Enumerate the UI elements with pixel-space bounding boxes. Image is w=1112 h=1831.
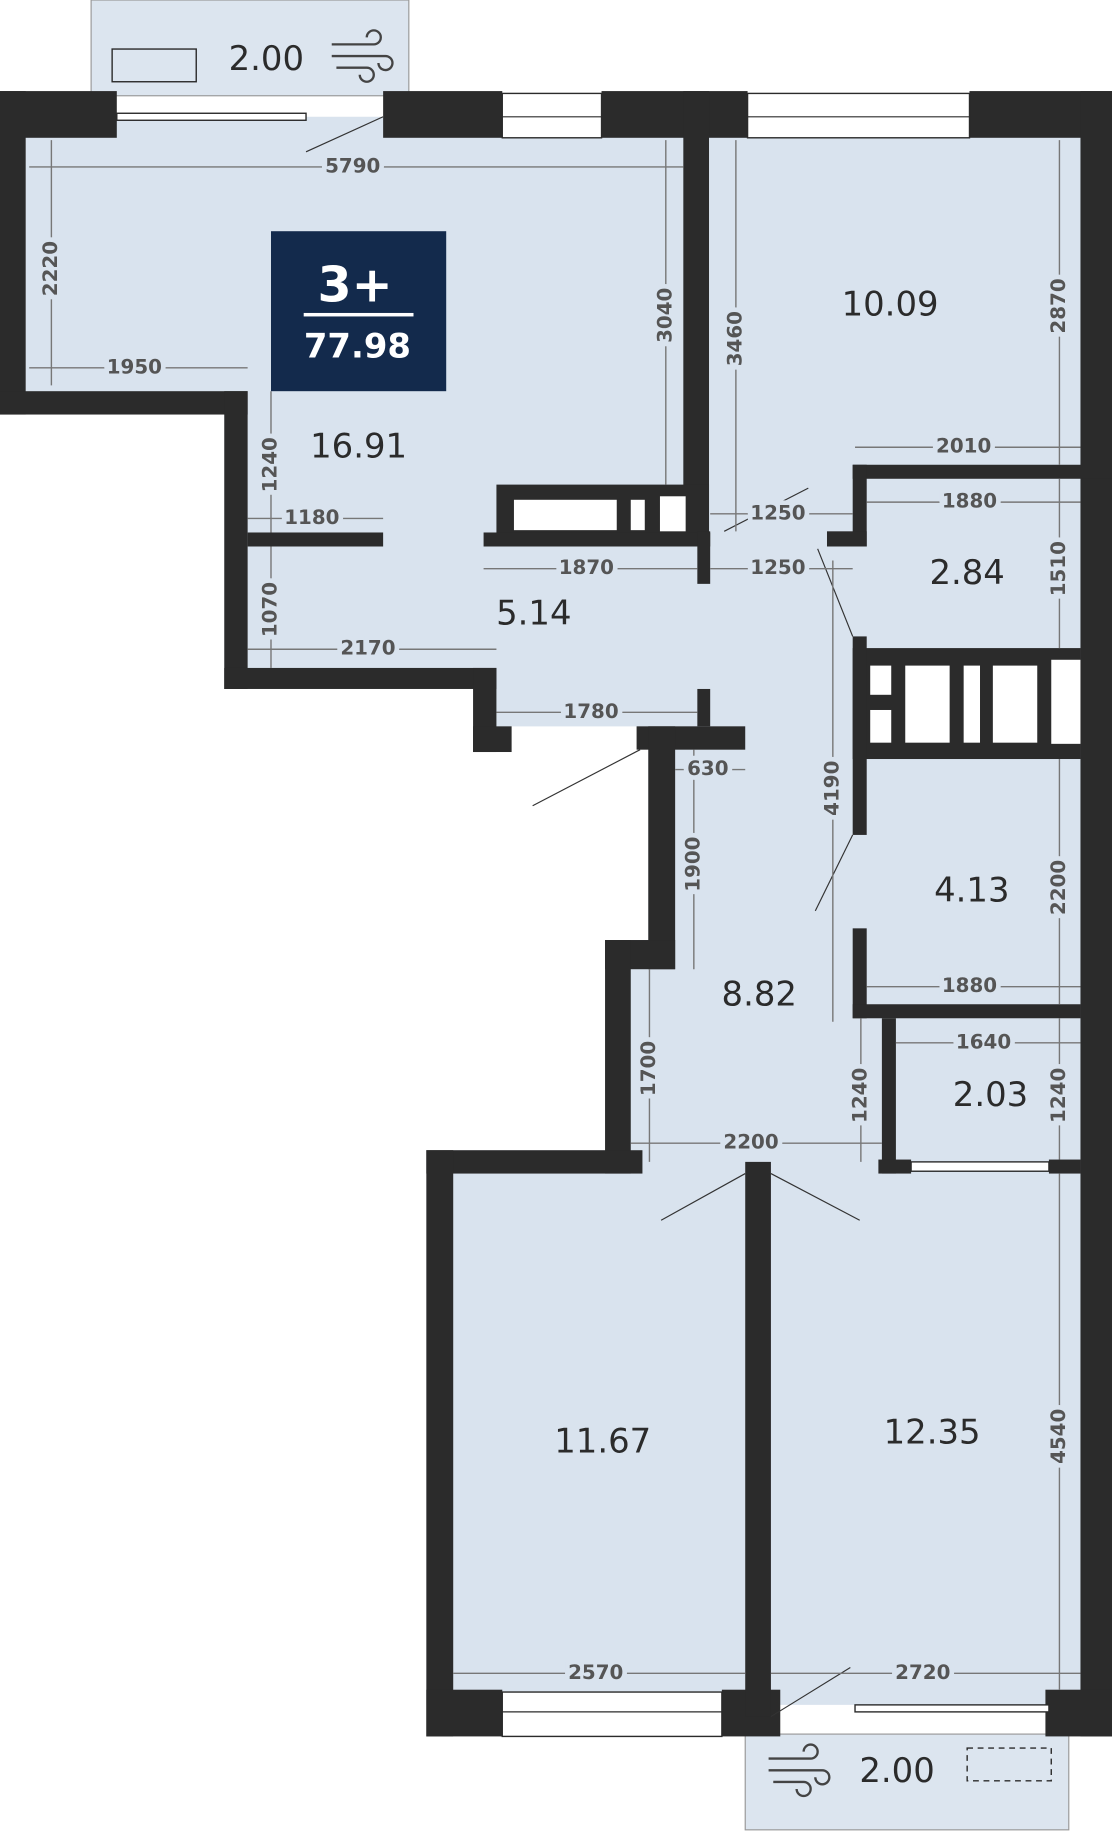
dim-label: 1640	[956, 1030, 1011, 1053]
dim-label: 5790	[325, 154, 380, 177]
dim-label: 2570	[568, 1661, 623, 1684]
dim-label: 3460	[723, 311, 746, 366]
dim-label: 4540	[1047, 1409, 1070, 1464]
room-area-storage: 2.84	[929, 553, 1004, 592]
dim-label: 1870	[559, 556, 614, 579]
dimension-lines	[29, 140, 1081, 1690]
door-swings	[305, 116, 860, 1718]
dim-label: 630	[687, 757, 728, 780]
dim-label: 4190	[820, 761, 843, 816]
dim-label: 1880	[942, 974, 997, 997]
windows	[116, 92, 1050, 1738]
apartment-badge: 3+ 77.98	[270, 231, 447, 392]
room-area-living: 16.91	[310, 427, 407, 466]
dim-label: 3040	[653, 288, 676, 343]
dim-label: 1240	[848, 1068, 871, 1123]
room-area-corridor: 8.82	[722, 974, 797, 1013]
room-area-wc: 2.03	[953, 1075, 1028, 1114]
rooms-count: 3+	[317, 255, 392, 313]
dim-label: 1950	[107, 355, 162, 378]
wind-icon	[331, 29, 394, 83]
dim-label: 1240	[1047, 1068, 1070, 1123]
dim-label: 2200	[1047, 860, 1070, 915]
balcony-area-top: 2.00	[229, 39, 304, 78]
room-area-bathroom: 4.13	[934, 870, 1009, 909]
ac-unit-bottom	[966, 1747, 1052, 1782]
dim-label: 1250	[750, 556, 805, 579]
total-area: 77.98	[304, 326, 411, 365]
dim-label: 2220	[39, 241, 62, 296]
apartment-floor	[25, 116, 1081, 1705]
dim-label: 2720	[895, 1661, 950, 1684]
balcony-area-bottom: 2.00	[859, 1751, 934, 1790]
dimension-labels: 5790 2220 1950 3040 3460 2870 2010 1240 …	[34, 150, 1074, 1689]
dim-label: 1180	[284, 506, 339, 529]
dim-label: 1880	[942, 490, 997, 513]
dim-label: 2010	[936, 435, 991, 458]
room-area-hall: 5.14	[496, 594, 571, 633]
dim-label: 1510	[1047, 541, 1070, 596]
room-area-bedroom-top: 10.09	[842, 284, 939, 323]
dim-label: 2200	[723, 1131, 778, 1154]
dim-label: 1240	[258, 437, 281, 492]
room-area-bedroom-left: 11.67	[554, 1422, 651, 1461]
dim-label: 1780	[563, 700, 618, 723]
dim-label: 2870	[1047, 278, 1070, 333]
fixtures	[513, 496, 1081, 744]
wind-icon	[768, 1743, 831, 1798]
dim-label: 1250	[750, 501, 805, 524]
dim-label: 2170	[340, 637, 395, 660]
dim-label: 1070	[258, 582, 281, 637]
walls	[0, 91, 1112, 1737]
dim-label: 1700	[637, 1041, 660, 1096]
ac-unit-top	[111, 48, 197, 83]
balcony-top	[90, 0, 410, 97]
room-area-bedroom-right: 12.35	[884, 1412, 981, 1451]
dim-label: 1900	[681, 837, 704, 892]
